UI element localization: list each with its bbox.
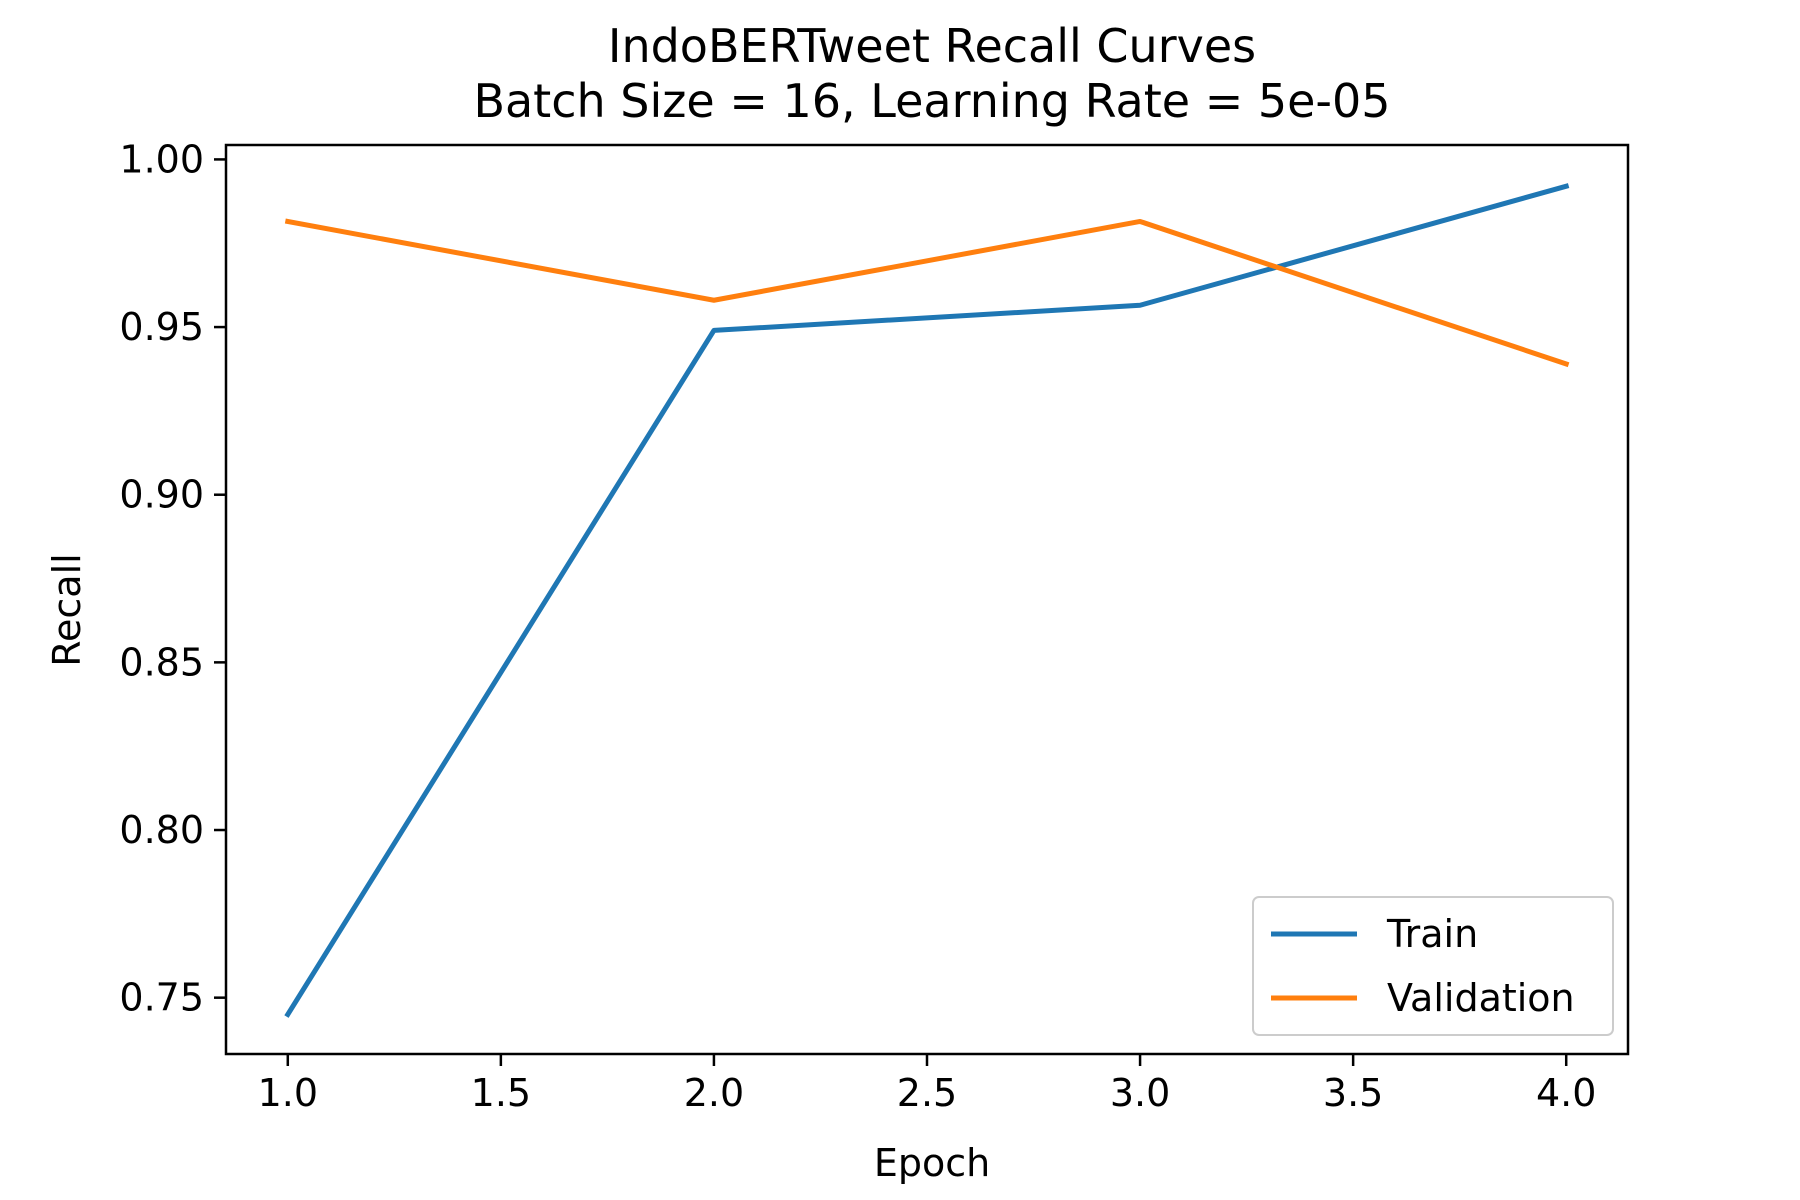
series-layer — [284, 183, 1570, 1018]
y-tick-label: 0.85 — [119, 640, 204, 684]
y-tick-label: 0.90 — [119, 473, 204, 517]
y-tick-label: 0.75 — [119, 976, 204, 1020]
legend: Train Validation — [1252, 896, 1614, 1036]
y-tick-label: 1.00 — [119, 137, 204, 181]
x-tick-label: 1.5 — [471, 1071, 531, 1115]
legend-label-validation: Validation — [1387, 976, 1575, 1020]
x-axis-label: Epoch — [874, 1141, 990, 1185]
x-tick-label: 2.5 — [897, 1071, 957, 1115]
x-tick-label: 3.5 — [1323, 1071, 1383, 1115]
y-tick-label: 0.95 — [119, 305, 204, 349]
x-tick-label: 3.0 — [1110, 1071, 1170, 1115]
series-line-validation — [284, 218, 1570, 368]
series-line-train — [284, 183, 1570, 1018]
chart-subtitle: Batch Size = 16, Learning Rate = 5e-05 — [473, 74, 1390, 128]
x-tick-label: 1.0 — [258, 1071, 318, 1115]
axes-layer: 1.0 1.5 2.0 2.5 3.0 3.5 4.0 0.75 0.80 0.85 0.90 0.9… — [119, 137, 1630, 1115]
chart-title: IndoBERTweet Recall Curves — [608, 19, 1256, 73]
x-tick-label: 4.0 — [1536, 1071, 1596, 1115]
legend-label-train: Train — [1386, 912, 1478, 956]
y-axis-label: Recall — [45, 553, 89, 666]
x-tick-label: 2.0 — [684, 1071, 744, 1115]
y-tick-label: 0.80 — [119, 808, 204, 852]
